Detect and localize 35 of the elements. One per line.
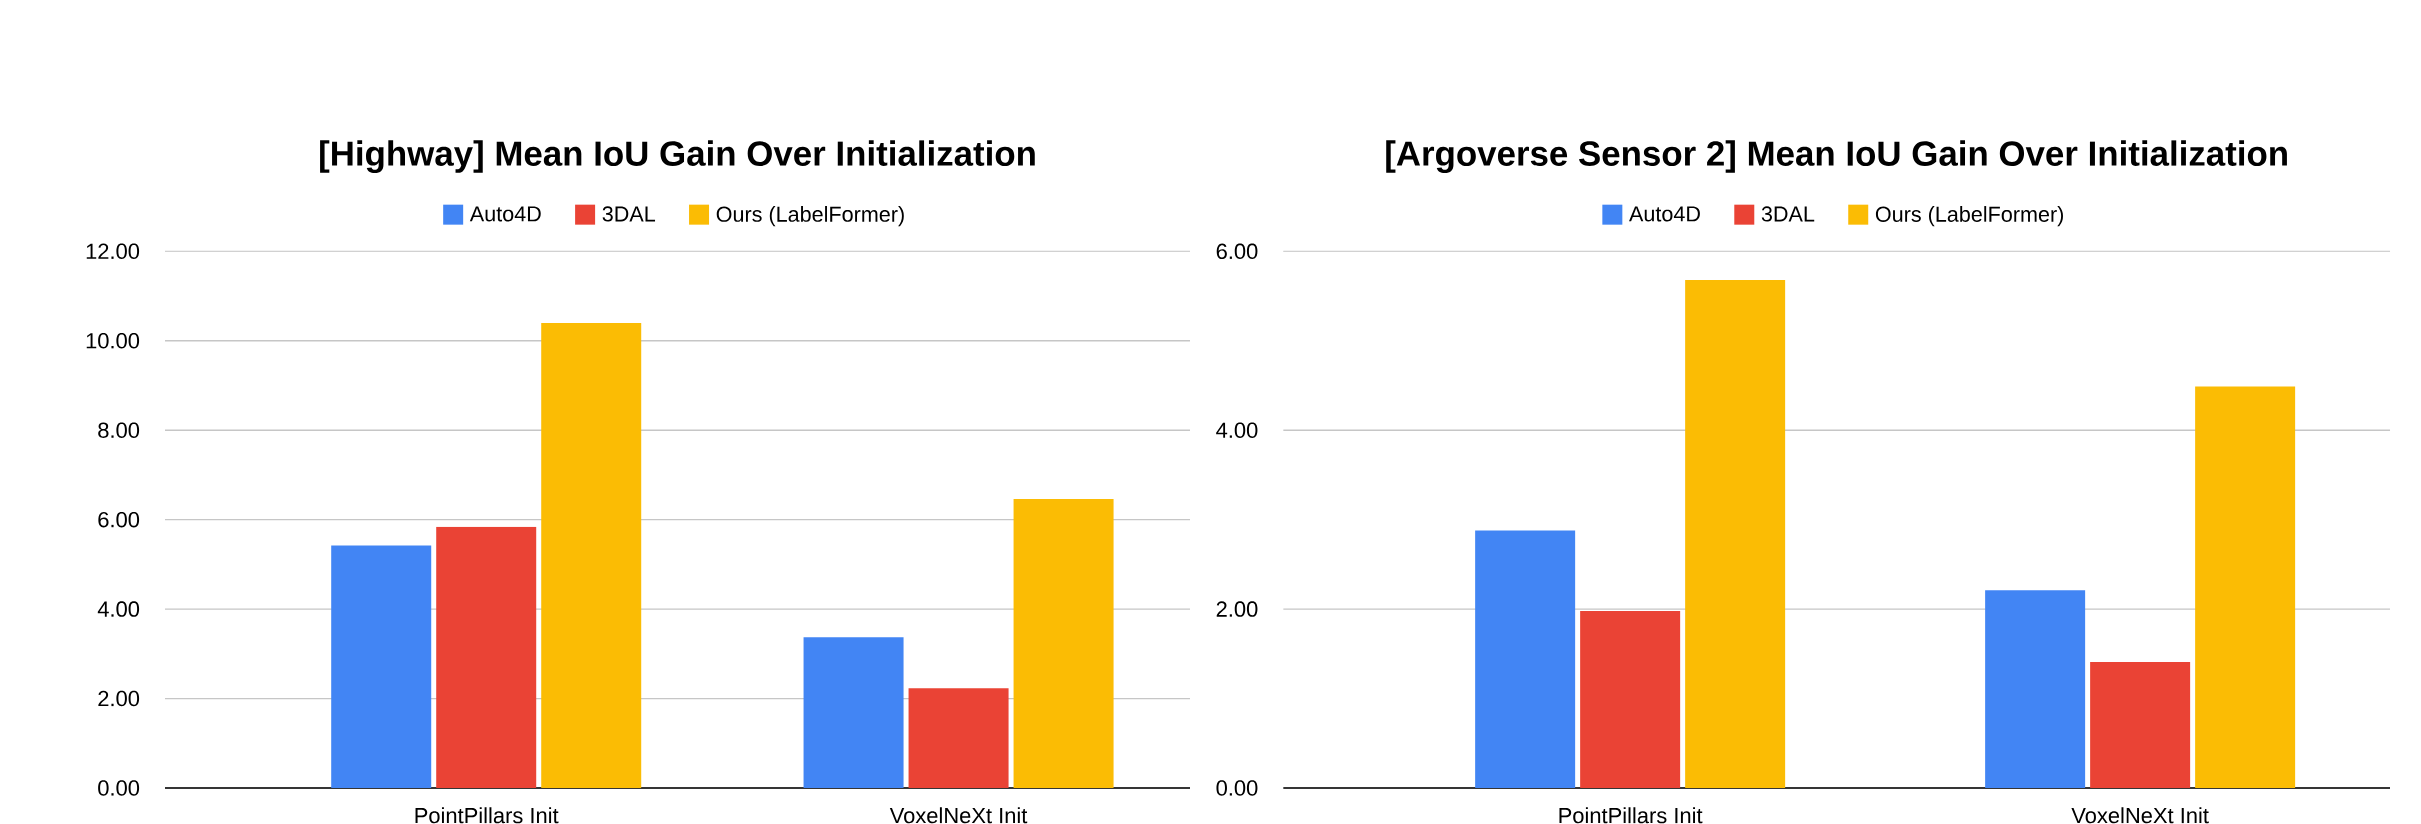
y-tick-label: 2.00	[1216, 601, 1258, 617]
bar	[2090, 661, 2191, 788]
bar	[908, 688, 1009, 788]
legend-label: 3DAL	[602, 206, 656, 222]
bar	[2195, 386, 2296, 788]
y-tick-label: 4.00	[1216, 422, 1258, 438]
bar	[803, 637, 904, 788]
x-tick-label: PointPillars Init	[1559, 807, 1703, 824]
y-tick-label: 2.00	[98, 690, 140, 707]
bar	[1013, 499, 1114, 788]
bar	[1475, 530, 1576, 788]
bar	[1985, 590, 2086, 788]
legend-label: Ours (LabelFormer)	[1875, 206, 2063, 227]
legend-label: Auto4D	[469, 206, 541, 222]
chart-title: [Highway] Mean IoU Gain Over Initialization	[320, 140, 1035, 174]
x-tick-label: VoxelNeXt Init	[2071, 807, 2209, 824]
y-tick-label: 8.00	[98, 422, 140, 438]
bar	[541, 322, 642, 788]
y-tick-label: 0.00	[1216, 780, 1258, 796]
x-tick-label: VoxelNeXt Init	[889, 807, 1028, 824]
bar	[1580, 610, 1681, 788]
legend-label: Ours (LabelFormer)	[716, 206, 904, 227]
bar	[1685, 279, 1786, 788]
y-tick-label: 0.00	[98, 780, 140, 796]
y-tick-label: 12.00	[86, 243, 140, 260]
y-tick-label: 4.00	[97, 601, 140, 617]
bar	[436, 526, 537, 788]
y-tick-label: 6.00	[1216, 243, 1258, 260]
chart-title: [Argoverse Sensor 2] Mean IoU Gain Over Initialization	[1386, 140, 2287, 174]
y-tick-label: 10.00	[86, 333, 140, 349]
legend-label: 3DAL	[1761, 206, 1815, 222]
legend-label: Auto4D	[1629, 206, 1700, 222]
x-tick-label: PointPillars Init	[415, 807, 559, 824]
bar	[331, 545, 432, 788]
y-tick-label: 6.00	[98, 511, 140, 528]
